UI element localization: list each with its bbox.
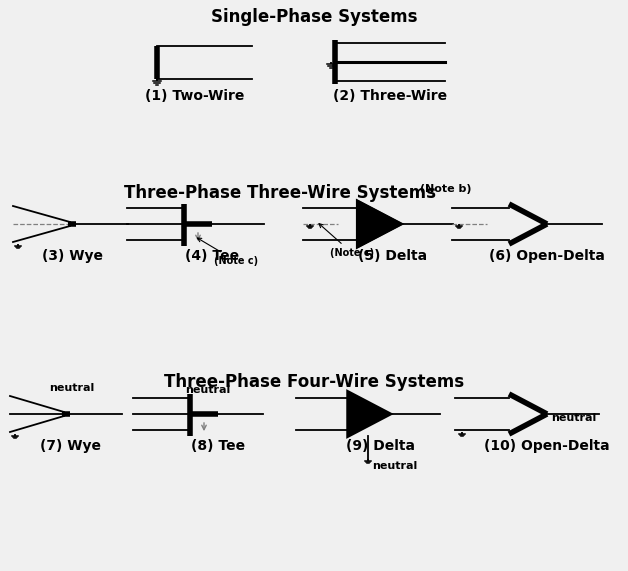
Text: (9) Delta: (9) Delta xyxy=(345,439,414,453)
Text: (3) Wye: (3) Wye xyxy=(43,249,104,263)
Text: (2) Three-Wire: (2) Three-Wire xyxy=(333,89,447,103)
Text: neutral: neutral xyxy=(185,385,230,395)
Polygon shape xyxy=(358,202,400,246)
Text: (4) Tee: (4) Tee xyxy=(185,249,239,263)
Text: (Note c): (Note c) xyxy=(319,224,374,258)
Text: (Note b): (Note b) xyxy=(416,184,472,194)
Text: (10) Open-Delta: (10) Open-Delta xyxy=(484,439,610,453)
Text: (7) Wye: (7) Wye xyxy=(40,439,100,453)
Text: (6) Open-Delta: (6) Open-Delta xyxy=(489,249,605,263)
Text: (5) Delta: (5) Delta xyxy=(359,249,428,263)
Text: Single-Phase Systems: Single-Phase Systems xyxy=(211,8,417,26)
Text: (Note c): (Note c) xyxy=(197,238,258,266)
Polygon shape xyxy=(348,392,390,436)
Text: Three-Phase Three-Wire Systems: Three-Phase Three-Wire Systems xyxy=(124,184,436,202)
Text: (1) Two-Wire: (1) Two-Wire xyxy=(145,89,245,103)
Text: neutral: neutral xyxy=(551,413,596,423)
Text: neutral: neutral xyxy=(50,383,95,393)
Text: (8) Tee: (8) Tee xyxy=(191,439,245,453)
Text: neutral: neutral xyxy=(372,461,417,471)
Text: Three-Phase Four-Wire Systems: Three-Phase Four-Wire Systems xyxy=(164,373,464,391)
